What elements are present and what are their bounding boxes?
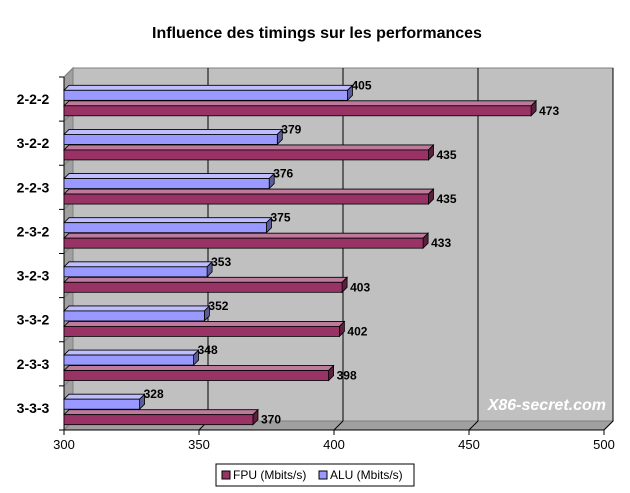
legend-label-1: ALU (Mbits/s): [330, 468, 403, 482]
data-label-alu-3-2-3: 353: [211, 255, 231, 269]
bar-alu-2-3-2: [63, 216, 273, 234]
plot-area: 300 350 400 450 500 405 473 2-2-2 379 435 3-2-2 376…: [17, 66, 615, 452]
x-tick-label-300: 300: [53, 437, 75, 452]
bar-fpu-2-3-2: [63, 232, 430, 250]
bar-alu-3-3-3: [63, 393, 146, 411]
data-label-alu-3-2-2: 379: [281, 122, 301, 136]
data-label-alu-2-3-3: 348: [198, 343, 218, 357]
category-separator: [63, 67, 74, 78]
data-label-alu-2-3-2: 375: [271, 211, 291, 225]
x-tick-label-350: 350: [188, 437, 210, 452]
data-label-fpu-2-2-2: 473: [539, 104, 559, 118]
bar-fpu-3-2-3: [63, 276, 349, 294]
bar-fpu-2-2-3: [63, 188, 435, 206]
watermark: X86-secret.com: [487, 397, 606, 414]
data-label-fpu-2-3-2: 433: [431, 236, 451, 250]
category-label-2-3-3: 2-3-3: [17, 356, 50, 372]
data-label-fpu-3-2-3: 403: [350, 280, 370, 294]
bar-fpu-3-3-2: [63, 320, 346, 338]
legend-box: [215, 463, 415, 487]
bar-fpu-2-3-3: [63, 364, 335, 382]
legend-label-0: FPU (Mbits/s): [233, 468, 306, 482]
legend-swatch-1: [318, 470, 328, 480]
bar-alu-3-2-3: [63, 260, 214, 278]
bar-fpu-3-3-3: [63, 408, 259, 426]
bar-fpu-3-2-2: [63, 143, 435, 161]
bar-alu-3-3-2: [63, 304, 211, 322]
x-tick-label-450: 450: [458, 437, 480, 452]
x-tick-label-400: 400: [323, 437, 345, 452]
bar-alu-2-3-3: [63, 349, 200, 367]
x-tick-label-500: 500: [593, 437, 615, 452]
bar-alu-3-2-2: [63, 128, 284, 146]
legend-swatch-0: [221, 470, 231, 480]
bar-alu-2-2-3: [63, 172, 276, 190]
data-label-fpu-2-2-3: 435: [437, 192, 457, 206]
category-label-2-2-3: 2-2-3: [17, 179, 50, 195]
gridline-floor-400: [333, 420, 344, 431]
data-label-fpu-3-2-2: 435: [437, 148, 457, 162]
category-label-3-3-2: 3-3-2: [17, 312, 50, 328]
gridline-floor-450: [468, 420, 479, 431]
category-label-2-3-2: 2-3-2: [17, 223, 50, 239]
bar-alu-2-2-2: [63, 84, 354, 102]
gridline-floor-500: [603, 420, 614, 431]
category-label-3-3-3: 3-3-3: [17, 400, 50, 416]
category-label-3-2-3: 3-2-3: [17, 268, 50, 284]
data-label-alu-3-3-3: 328: [144, 387, 164, 401]
category-label-2-2-2: 2-2-2: [17, 91, 50, 107]
chart-title: Influence des timings sur les performanc…: [152, 25, 482, 42]
data-label-alu-2-2-2: 405: [352, 78, 372, 92]
data-label-fpu-3-3-3: 370: [261, 413, 281, 427]
legend: FPU (Mbits/s) ALU (Mbits/s): [215, 463, 415, 487]
data-label-alu-2-2-3: 376: [273, 167, 293, 181]
data-label-fpu-2-3-3: 398: [337, 369, 357, 383]
bar-fpu-2-2-2: [63, 99, 538, 117]
data-label-alu-3-3-2: 352: [208, 299, 228, 313]
category-label-3-2-2: 3-2-2: [17, 135, 50, 151]
data-label-fpu-3-3-2: 402: [347, 324, 367, 338]
